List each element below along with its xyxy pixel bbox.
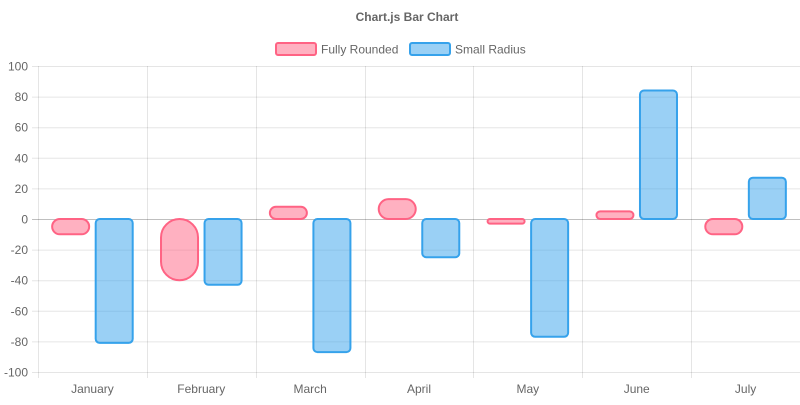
grid-lines	[32, 66, 800, 378]
legend-label-fully-rounded: Fully Rounded	[321, 43, 398, 57]
bar-fully-rounded-february[interactable]	[160, 218, 200, 282]
y-tick-label: -20	[11, 243, 29, 257]
bar-small-radius-january[interactable]	[94, 218, 134, 344]
y-tick-label: 20	[15, 182, 29, 196]
x-axis-ticks: January February March April May June July	[71, 382, 756, 396]
bar-fully-rounded-may[interactable]	[486, 218, 526, 225]
x-tick-label: February	[177, 382, 225, 396]
legend-swatch-small-radius	[409, 42, 451, 56]
bar-fully-rounded-april[interactable]	[377, 198, 417, 220]
legend: Fully Rounded Small Radius	[275, 42, 526, 57]
legend-item-small-radius[interactable]: Small Radius	[409, 42, 526, 57]
chart-title: Chart.js Bar Chart	[356, 10, 459, 24]
x-tick-label: July	[735, 382, 756, 396]
y-tick-label: 40	[15, 151, 29, 165]
bar-small-radius-july[interactable]	[747, 176, 787, 221]
x-tick-label: April	[407, 382, 431, 396]
y-axis-ticks: 100 80 60 40 20 0 -20 -40 -60 -80 -100	[4, 60, 28, 380]
bar-small-radius-march[interactable]	[312, 218, 352, 354]
bar-fully-rounded-july[interactable]	[704, 218, 744, 236]
bar-fully-rounded-january[interactable]	[51, 218, 91, 236]
y-tick-label: -100	[4, 366, 28, 380]
bar-small-radius-may[interactable]	[530, 218, 570, 338]
y-tick-label: -80	[11, 335, 29, 349]
y-tick-label: -60	[11, 304, 29, 318]
bars	[51, 89, 787, 354]
bar-small-radius-june[interactable]	[638, 89, 678, 221]
bar-small-radius-april[interactable]	[421, 218, 461, 259]
y-tick-label: -40	[11, 274, 29, 288]
legend-item-fully-rounded[interactable]: Fully Rounded	[275, 42, 398, 57]
legend-label-small-radius: Small Radius	[455, 43, 526, 57]
x-tick-label: June	[624, 382, 650, 396]
x-tick-label: March	[293, 382, 326, 396]
bar-small-radius-february[interactable]	[203, 218, 243, 286]
bar-fully-rounded-june[interactable]	[595, 210, 635, 221]
y-tick-label: 100	[8, 60, 28, 74]
y-tick-label: 0	[21, 213, 28, 227]
bar-fully-rounded-march[interactable]	[268, 205, 308, 220]
y-tick-label: 80	[15, 90, 29, 104]
legend-swatch-fully-rounded	[275, 42, 317, 56]
y-tick-label: 60	[15, 121, 29, 135]
x-tick-label: May	[517, 382, 540, 396]
x-tick-label: January	[71, 382, 114, 396]
